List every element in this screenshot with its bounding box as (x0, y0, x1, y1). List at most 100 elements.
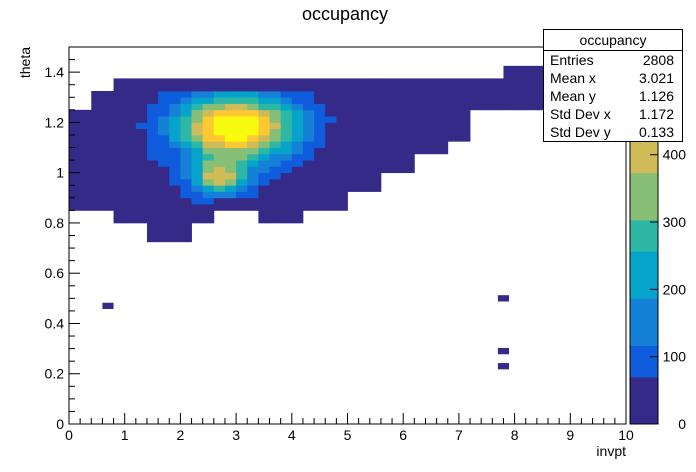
heatmap-cell (146, 109, 159, 117)
heatmap-cell (336, 97, 348, 104)
heatmap-cell (492, 90, 504, 98)
heatmap-cell (503, 65, 515, 73)
heatmap-cell (258, 128, 270, 136)
heatmap-cell (91, 166, 103, 174)
heatmap-cell (302, 103, 315, 111)
heatmap-cell (180, 141, 192, 148)
heatmap-cell (124, 90, 137, 98)
heatmap-cell (69, 109, 81, 117)
heatmap-cell (347, 134, 360, 142)
heatmap-cell (180, 222, 192, 230)
heatmap-cell (336, 178, 348, 186)
heatmap-cell (258, 103, 270, 111)
heatmap-cell (380, 128, 393, 136)
heatmap-cell (113, 210, 126, 218)
heatmap-cell (146, 90, 159, 98)
heatmap-cell (247, 78, 259, 86)
heatmap-cell (536, 78, 549, 86)
heatmap-cell (280, 166, 293, 174)
heatmap-cell (135, 84, 148, 92)
heatmap-cell (314, 103, 326, 111)
heatmap-cell (169, 160, 181, 167)
heatmap-cell (224, 204, 237, 211)
heatmap-cell (458, 122, 471, 130)
heatmap-cell (202, 109, 215, 117)
heatmap-cell (213, 116, 226, 123)
heatmap-cell (336, 197, 348, 205)
heatmap-cell (525, 90, 538, 98)
heatmap-cell (258, 166, 270, 174)
heatmap-cell (169, 134, 181, 142)
heatmap-cell (102, 153, 114, 161)
heatmap-cell (158, 222, 170, 230)
heatmap-cell (169, 178, 181, 186)
heatmap-cell (91, 141, 103, 148)
heatmap-cell (102, 134, 114, 142)
stats-row-mean-y: Mean y 1.126 (544, 87, 682, 105)
heatmap-cell (302, 178, 315, 186)
stats-value: 0.133 (638, 124, 674, 140)
heatmap-cell (447, 97, 460, 104)
heatmap-cell (392, 116, 404, 123)
heatmap-cell (113, 147, 126, 155)
heatmap-cell (80, 153, 92, 161)
heatmap-cell (258, 109, 270, 117)
heatmap-cell (392, 84, 404, 92)
heatmap-cell (146, 78, 159, 86)
color-scale-segment (630, 282, 658, 299)
heatmap-cell (169, 222, 181, 230)
heatmap-cell (258, 116, 270, 123)
heatmap-cell (503, 103, 515, 111)
heatmap-cell (380, 141, 393, 148)
heatmap-cell (291, 216, 304, 224)
heatmap-cell (102, 141, 114, 148)
heatmap-cell (458, 103, 471, 111)
heatmap-cell (180, 197, 192, 205)
heatmap-cell (291, 141, 304, 148)
heatmap-cell (135, 153, 148, 161)
heatmap-cell (236, 90, 248, 98)
heatmap-cell (258, 160, 270, 167)
heatmap-cell (358, 128, 371, 136)
heatmap-cell (135, 178, 148, 186)
heatmap-cell (358, 172, 371, 180)
heatmap-cell (236, 153, 248, 161)
heatmap-cell (224, 147, 237, 155)
color-scale-segment (630, 376, 658, 394)
y-axis-label: theta (17, 47, 33, 78)
heatmap-cell (302, 160, 315, 167)
heatmap-cell (347, 141, 360, 148)
heatmap-cell (503, 84, 515, 92)
heatmap-cell (124, 78, 137, 86)
heatmap-cell (258, 178, 270, 186)
heatmap-cell (380, 122, 393, 130)
heatmap-cell (180, 78, 192, 86)
heatmap-cell (392, 78, 404, 86)
heatmap-cell (436, 97, 449, 104)
heatmap-cell (269, 197, 282, 205)
heatmap-cell (191, 122, 204, 130)
heatmap-cell (380, 116, 393, 123)
heatmap-cell (191, 153, 204, 161)
heatmap-cell (325, 197, 337, 205)
heatmap-cell (291, 116, 304, 123)
heatmap-cell (191, 109, 204, 117)
heatmap-cell (191, 128, 204, 136)
heatmap-cell (325, 166, 337, 174)
heatmap-cell (336, 160, 348, 167)
heatmap-cell (436, 78, 449, 86)
heatmap-cell (336, 204, 348, 211)
heatmap-cell (135, 191, 148, 199)
heatmap-cell (158, 178, 170, 186)
heatmap-cell (314, 185, 326, 192)
heatmap-cell (358, 166, 371, 174)
heatmap-cell (158, 109, 170, 117)
heatmap-cell (146, 84, 159, 92)
heatmap-cell (302, 153, 315, 161)
heatmap-cell (325, 153, 337, 161)
heatmap-cell (358, 153, 371, 161)
heatmap-cell (213, 84, 226, 92)
heatmap-cell (224, 134, 237, 142)
heatmap-cell (224, 103, 237, 111)
heatmap-cell (124, 109, 137, 117)
